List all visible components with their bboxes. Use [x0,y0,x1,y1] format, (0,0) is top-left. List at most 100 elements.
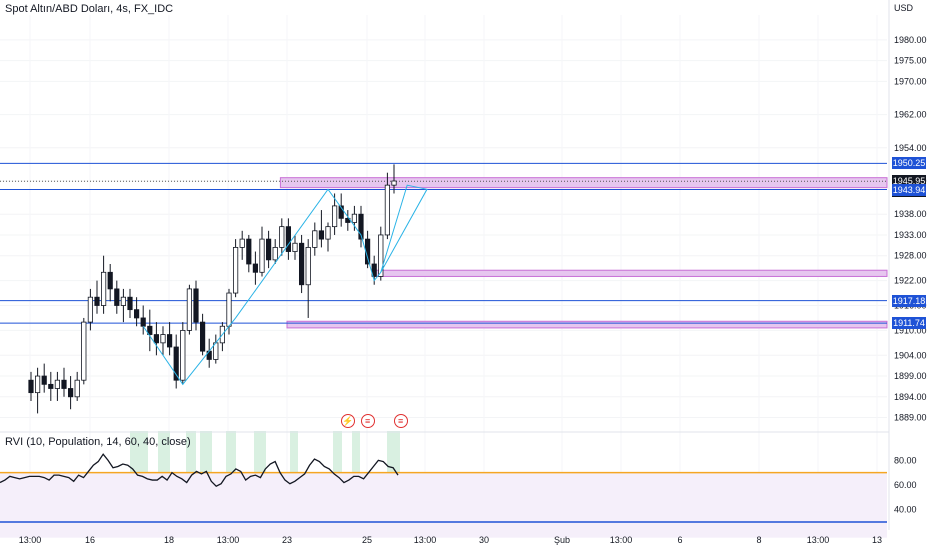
price-tag: 1950.25 [892,157,926,170]
candle-up [331,205,338,228]
price-tick-label: 1910.00 [894,325,927,335]
price-tick-label: 1904.00 [894,350,927,360]
candle-down [41,375,47,385]
candle-down [252,263,258,273]
candle-down [107,271,113,290]
supply-demand-zone [286,320,888,329]
price-tick-label: 1894.00 [894,392,927,402]
candle-up [186,288,192,331]
supply-demand-zone [372,269,888,277]
candle-down [127,296,133,311]
candle-up [180,329,186,381]
price-tick-label: 1962.00 [894,110,927,120]
time-tick-label: 23 [282,535,292,545]
candle-down [61,379,67,389]
candle-down [199,321,206,352]
time-tick-label: 16 [85,535,95,545]
time-tick-label: 6 [677,535,682,545]
candle-down [68,388,74,398]
candle-down [193,288,199,323]
candle-down [285,226,292,252]
price-tick-label: 1889.00 [894,413,927,423]
candle-up [378,234,384,277]
candle-down [48,383,54,389]
rvi-highlight-column [387,431,400,473]
time-tick-label: 13:00 [414,535,437,545]
rvi-highlight-column [333,431,342,473]
price-tick-label: 1922.00 [894,276,927,286]
candle-up [226,292,232,327]
candle-up [35,375,41,394]
lightning-icon[interactable]: ⚡ [340,414,355,428]
candle-down [147,325,153,335]
candle-up [54,379,61,389]
price-tag: 1911.74 [892,317,926,330]
time-tick-label: Şub [554,535,570,545]
candle-down [94,296,100,306]
rvi-highlight-column [226,431,236,473]
rvi-tick-label: 80.00 [894,455,917,465]
rvi-highlight-column [130,431,148,473]
candle-up [74,379,80,398]
candle-down [153,334,159,344]
rvi-highlight-column [186,431,196,473]
rvi-highlight-column [200,431,212,473]
candle-down [338,205,344,219]
candle-up [239,238,245,248]
candle-down [166,334,173,348]
candle-up [232,246,239,294]
candle-down [28,379,34,394]
price-tick-label: 1980.00 [894,35,927,45]
indicator-title: RVI (10, Population, 14, 60, 40, close) [5,436,191,448]
supply-demand-zone [279,177,888,189]
candle-up [384,184,391,236]
time-tick-label: 8 [756,535,761,545]
candle-down [318,230,325,240]
candle-up [391,180,397,186]
chart-pattern-line [142,184,428,386]
us-flag-icon[interactable]: ≡ [360,414,375,428]
candle-up [87,296,93,323]
candle-up [101,271,107,306]
horizontal-lines [0,162,887,324]
candle-down [358,213,364,240]
rvi-highlight-column [158,431,170,473]
us-flag-icon[interactable]: ≡ [393,414,408,428]
candle-up [312,230,318,248]
candle-up [325,226,331,240]
candle-up [279,226,285,248]
candle-down [298,242,305,286]
time-tick-label: 13:00 [19,535,42,545]
time-tick-label: 13 [872,535,882,545]
rvi-band [0,472,887,538]
rvi-panel [0,431,887,538]
time-tick-label: 13:00 [217,535,240,545]
rvi-line [0,453,399,488]
pattern-lines [142,184,428,386]
candle-up [292,242,298,252]
rvi-highlight-column [290,431,298,473]
candle-down [114,288,120,306]
candle-up [351,213,358,223]
candle-down [246,238,252,265]
chart-title: Spot Altın/ABD Doları, 4s, FX_IDC [5,3,174,15]
currency-label: USD [894,3,914,13]
candle-up [81,321,87,381]
candle-up [120,296,126,306]
time-tick-label: 25 [362,535,372,545]
candle-down [371,263,377,277]
candle-up [160,334,166,344]
price-tick-label: 1970.00 [894,76,927,86]
price-tick-label: 1938.00 [894,209,927,219]
rvi-tick-label: 40.00 [894,505,917,515]
rvi-highlight-column [352,431,360,473]
candle-down [265,238,272,261]
time-tick-label: 13:00 [807,535,830,545]
candle-up [272,246,278,261]
price-tick-label: 1899.00 [894,371,927,381]
price-tag: 1917.18 [892,294,926,307]
price-tick-label: 1928.00 [894,251,927,261]
candle-up [259,238,265,273]
